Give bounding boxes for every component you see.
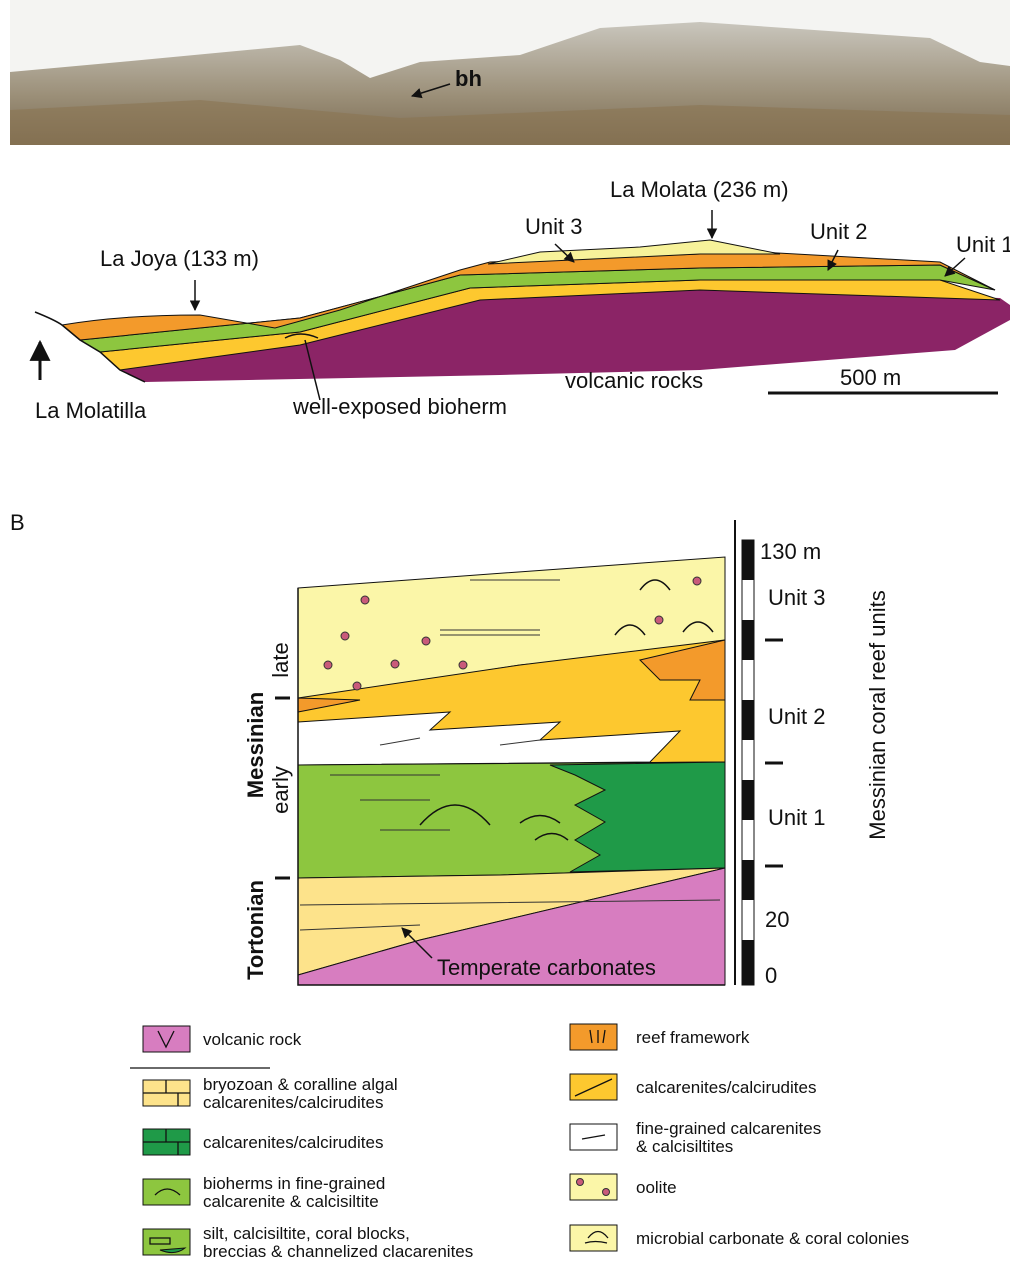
boundary-tick (275, 638, 783, 880)
legend-label: silt, calcisiltite, coral blocks, (203, 1224, 410, 1243)
arrow (827, 249, 839, 271)
column-frame (297, 588, 725, 986)
scale-tick-label: 0 (765, 963, 777, 988)
start-label: La Molatilla (35, 398, 147, 423)
stage-label: Messinian (243, 692, 268, 798)
legend-label: breccias & channelized clacarenites (203, 1242, 473, 1261)
legend-label: & calcisiltites (636, 1137, 733, 1156)
arrow (401, 927, 433, 959)
volcanic-label: volcanic rocks (565, 368, 703, 393)
legend-label: microbial carbonate & coral colonies (636, 1229, 909, 1248)
scale-label: 500 m (840, 365, 901, 390)
bedding (299, 579, 721, 931)
unit2-layer (60, 251, 996, 341)
peak-label: La Molata (236 m) (610, 177, 789, 202)
calcarenite-block (549, 761, 726, 873)
substage-label: late (268, 642, 293, 677)
peak-label: La Joya (133 m) (100, 246, 259, 271)
legend-pattern (602, 1188, 610, 1196)
column-label: Temperate carbonates (437, 955, 656, 980)
oolite-dots (323, 576, 702, 691)
scale-segments (742, 540, 754, 985)
substage-label: early (268, 766, 293, 814)
bioherm-label: well-exposed bioherm (292, 394, 507, 419)
legend-label: calcarenites/calcirudites (636, 1078, 816, 1097)
scale-bar (741, 539, 755, 986)
pointer (304, 339, 321, 401)
stage-label: Tortonian (243, 880, 268, 980)
arrow (410, 83, 451, 99)
photo-label: bh (455, 66, 482, 91)
unit-label: Unit 3 (525, 214, 582, 239)
unit-label: Unit 1 (956, 232, 1010, 257)
arrow (944, 257, 966, 277)
volcanic-layer (120, 290, 1010, 382)
unit-label: Unit 3 (768, 585, 825, 610)
scale-tick-label: 130 m (760, 539, 821, 564)
unit-label: Unit 1 (768, 805, 825, 830)
legend-label: calcarenite & calcisiltite (203, 1192, 379, 1211)
legend-patterns (130, 1029, 613, 1245)
outline (34, 311, 146, 383)
legend-label: reef framework (636, 1028, 750, 1047)
legend-label: oolite (636, 1178, 677, 1197)
legend-pattern (159, 1247, 187, 1254)
axis-title: Messinian coral reef units (865, 590, 890, 839)
legend-label: bryozoan & coralline algal (203, 1075, 398, 1094)
legend-label: volcanic rock (203, 1030, 302, 1049)
legend-label: calcarenites/calcirudites (203, 1133, 383, 1152)
panel-label: B (10, 510, 25, 535)
arrow (554, 243, 575, 263)
legend-label: calcarenites/calcirudites (203, 1093, 383, 1112)
scale-tick-label: 20 (765, 907, 789, 932)
legend-label: bioherms in fine-grained (203, 1174, 385, 1193)
photo-slope (10, 100, 1010, 145)
colony-symbol (419, 579, 714, 841)
unit3-layer (487, 239, 781, 265)
unit-label: Unit 2 (810, 219, 867, 244)
bioherm-symbol (284, 333, 319, 339)
unit-label: Unit 2 (768, 704, 825, 729)
legend-pattern (576, 1178, 584, 1186)
legend-label: fine-grained calcarenites (636, 1119, 821, 1138)
